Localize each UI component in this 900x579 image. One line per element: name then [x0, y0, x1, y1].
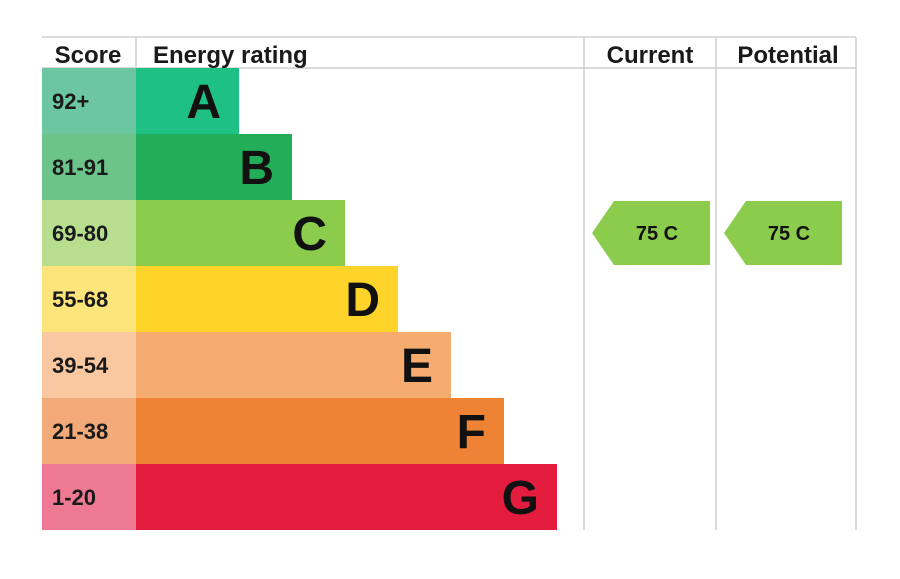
potential-column-header: Potential — [737, 42, 838, 69]
score-cell-b — [42, 134, 136, 200]
potential-rating-arrow — [724, 201, 842, 265]
score-label-b: 81-91 — [52, 155, 108, 180]
rating-bar-b — [136, 134, 292, 200]
score-label-f: 21-38 — [52, 419, 108, 444]
rating-bar-e — [136, 332, 451, 398]
score-cell-c — [42, 200, 136, 266]
score-label-d: 55-68 — [52, 287, 108, 312]
score-cell-f — [42, 398, 136, 464]
score-label-g: 1-20 — [52, 485, 96, 510]
rating-letter-e: E — [401, 340, 433, 393]
rating-bar-c — [136, 200, 345, 266]
rating-bar-g — [136, 464, 557, 530]
score-cell-g — [42, 464, 136, 530]
rating-bar-a — [136, 68, 239, 134]
rating-bands: 92+ A 81-91 B 69-80 C 55-68 D 39-54 E 21-38 F 1-20 G — [42, 68, 557, 530]
rating-letter-g: G — [502, 472, 539, 525]
current-rating-arrow — [592, 201, 710, 265]
score-label-c: 69-80 — [52, 221, 108, 246]
rating-letter-d: D — [345, 274, 380, 327]
rating-bar-f — [136, 398, 504, 464]
potential-rating-label: 75 C — [768, 223, 810, 245]
rating-letter-c: C — [292, 208, 327, 261]
rating-letter-a: A — [186, 76, 221, 129]
score-label-e: 39-54 — [52, 353, 109, 378]
energy-rating-column-header: Energy rating — [153, 42, 308, 69]
score-cell-e — [42, 332, 136, 398]
score-label-a: 92+ — [52, 89, 89, 114]
rating-letter-f: F — [457, 406, 486, 459]
rating-bar-d — [136, 266, 398, 332]
current-column-header: Current — [607, 42, 694, 69]
rating-letter-b: B — [239, 142, 274, 195]
score-cell-a — [42, 68, 136, 134]
current-rating-label: 75 C — [636, 223, 678, 245]
rating-indicators: 75 C 75 C — [592, 201, 842, 265]
score-column-header: Score — [55, 42, 122, 69]
score-cell-d — [42, 266, 136, 332]
